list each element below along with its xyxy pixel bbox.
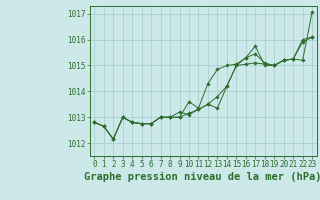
X-axis label: Graphe pression niveau de la mer (hPa): Graphe pression niveau de la mer (hPa) <box>84 172 320 182</box>
